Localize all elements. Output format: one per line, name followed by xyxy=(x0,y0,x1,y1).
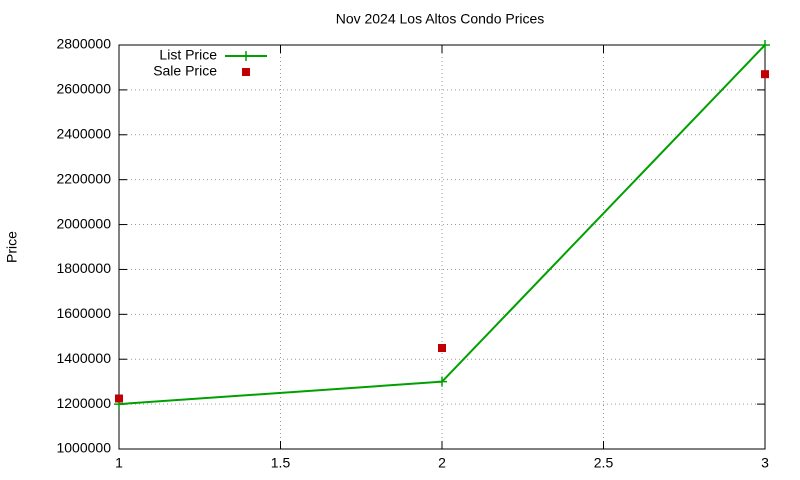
legend-marker xyxy=(242,68,250,76)
y-tick-label: 2400000 xyxy=(56,125,111,141)
y-tick-label: 2200000 xyxy=(56,170,111,186)
legend-label: List Price xyxy=(159,47,217,63)
x-tick-label: 2 xyxy=(438,455,446,471)
y-tick-label: 2600000 xyxy=(56,81,111,97)
y-tick-label: 2000000 xyxy=(56,215,111,231)
x-tick-label: 3 xyxy=(761,455,769,471)
y-tick-label: 2800000 xyxy=(56,36,111,52)
data-point xyxy=(437,376,447,387)
legend-marker xyxy=(241,51,251,61)
legend-label: Sale Price xyxy=(153,63,217,79)
y-tick-label: 1000000 xyxy=(56,440,111,456)
x-tick-label: 1 xyxy=(115,455,123,471)
y-axis-label: Price xyxy=(4,231,20,263)
x-tick-label: 2.5 xyxy=(594,455,614,471)
data-point xyxy=(438,344,446,352)
plot-frame xyxy=(118,44,766,450)
data-point xyxy=(760,40,770,50)
data-point xyxy=(761,70,769,79)
x-tick-label: 1.5 xyxy=(271,455,291,471)
chart-title: Nov 2024 Los Altos Condo Prices xyxy=(336,11,545,27)
y-tick-label: 1600000 xyxy=(56,305,111,321)
y-tick-label: 1200000 xyxy=(56,395,111,411)
y-tick-label: 1400000 xyxy=(56,350,111,366)
y-tick-label: 1800000 xyxy=(56,260,111,276)
data-point xyxy=(115,394,123,403)
